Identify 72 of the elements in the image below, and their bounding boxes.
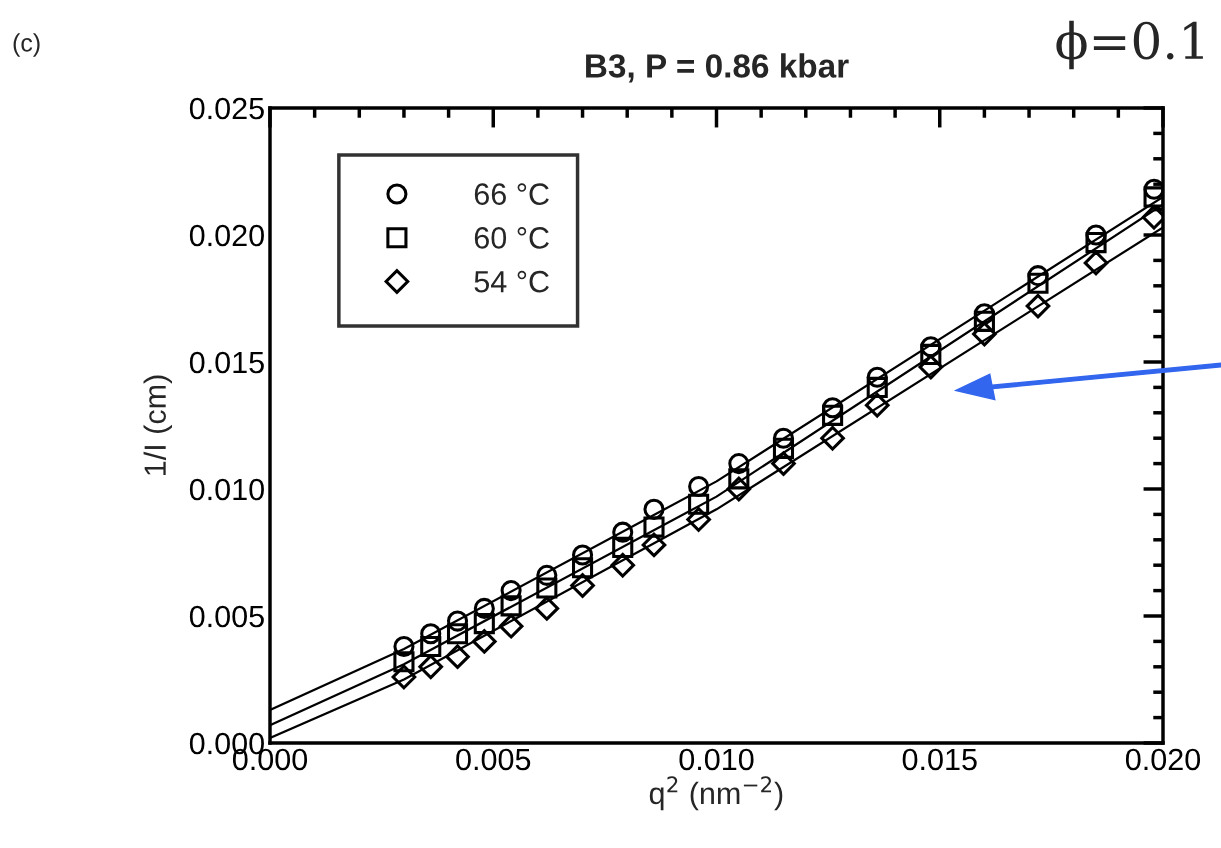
point	[571, 544, 594, 566]
y-axis-title: 1/I (cm)	[143, 375, 172, 475]
point	[728, 468, 750, 490]
point	[1025, 293, 1051, 319]
point	[1143, 186, 1163, 208]
legend-label: 66 °C	[474, 183, 549, 205]
text: (c)	[13, 33, 40, 57]
point	[1143, 178, 1163, 200]
point	[1085, 224, 1107, 246]
point	[445, 644, 470, 669]
point	[571, 557, 594, 579]
y-tick-label: 0.005	[189, 605, 264, 628]
point	[688, 493, 710, 515]
point	[772, 427, 795, 449]
point	[612, 521, 634, 543]
x-tick-label: 0.005	[456, 748, 531, 771]
point	[612, 536, 634, 558]
point	[534, 596, 560, 621]
point	[918, 354, 944, 380]
y-tick-label: 0.015	[189, 351, 264, 374]
point	[473, 597, 495, 619]
point	[686, 507, 711, 532]
point	[500, 580, 522, 602]
point	[420, 623, 442, 645]
point	[643, 498, 665, 520]
point	[536, 577, 558, 599]
x-tick-label: 0.020	[1125, 748, 1201, 771]
y-tick-label: 0.010	[189, 478, 264, 501]
point	[772, 437, 795, 459]
chart-title: B3, P = 0.86 kbar	[586, 53, 849, 83]
x-tick-label: 0.015	[902, 748, 977, 771]
point	[471, 629, 497, 654]
x-tick-label: 0.010	[679, 748, 754, 771]
point	[393, 651, 415, 673]
point	[393, 635, 415, 658]
point	[1083, 250, 1109, 276]
point	[1085, 232, 1107, 254]
point	[498, 613, 524, 639]
point	[866, 376, 888, 398]
point	[822, 397, 844, 419]
point	[643, 516, 665, 538]
y-tick-label: 0.025	[189, 97, 264, 120]
legend-label: 60 °C	[474, 227, 549, 249]
point	[973, 310, 995, 332]
point	[920, 336, 942, 358]
text: ϕ=0.1	[1056, 20, 1203, 70]
point	[771, 451, 796, 476]
y-tick-label: 0.020	[189, 224, 264, 247]
point	[820, 425, 845, 451]
point	[864, 392, 890, 418]
point	[726, 476, 752, 502]
legend-label: 54 °C	[474, 270, 549, 293]
point	[728, 453, 750, 475]
point	[446, 623, 469, 645]
point	[920, 343, 942, 365]
point	[972, 321, 997, 347]
point	[1027, 265, 1049, 287]
point	[610, 552, 636, 578]
point	[536, 564, 558, 586]
point	[641, 532, 667, 558]
x-axis-title: q$^{2}$ (nm$^{−2}$)	[649, 776, 783, 811]
point	[473, 613, 495, 635]
point	[418, 654, 444, 680]
point	[973, 303, 995, 325]
point	[420, 635, 442, 658]
point	[391, 664, 417, 690]
point	[822, 404, 844, 426]
point	[500, 595, 522, 617]
point	[446, 610, 469, 632]
point	[570, 573, 595, 598]
point	[1027, 272, 1049, 294]
point	[866, 366, 888, 388]
